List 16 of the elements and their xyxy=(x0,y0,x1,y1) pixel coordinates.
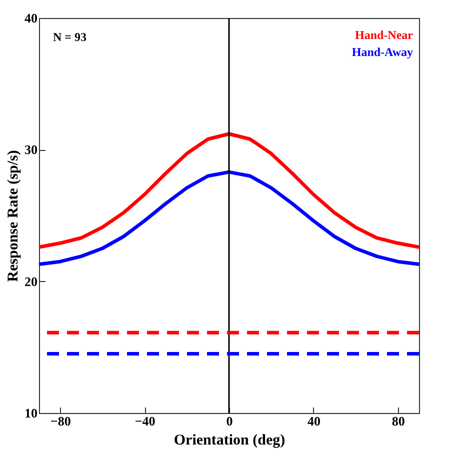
text: Hand-Away xyxy=(352,45,413,59)
y-tick-label: 40 xyxy=(24,10,38,26)
x-tick-label: 0 xyxy=(226,414,233,428)
x-tick-label: −80 xyxy=(50,414,71,428)
y-tick-label: 30 xyxy=(24,142,38,158)
x-tick-label: 40 xyxy=(307,414,320,428)
x-tick-label: −40 xyxy=(134,414,156,428)
x-axis-title: Orientation (deg) xyxy=(174,432,286,448)
line-series xyxy=(37,132,421,249)
text: Hand-Near xyxy=(355,28,414,42)
y-tick-label: 10 xyxy=(24,406,38,420)
line-series xyxy=(37,170,421,266)
x-tick-label: 80 xyxy=(392,414,405,428)
y-tick-label: 20 xyxy=(24,274,38,289)
annotation: N = 93 xyxy=(53,30,87,44)
y-axis-title: Response Rate (sp/s) xyxy=(6,150,22,282)
